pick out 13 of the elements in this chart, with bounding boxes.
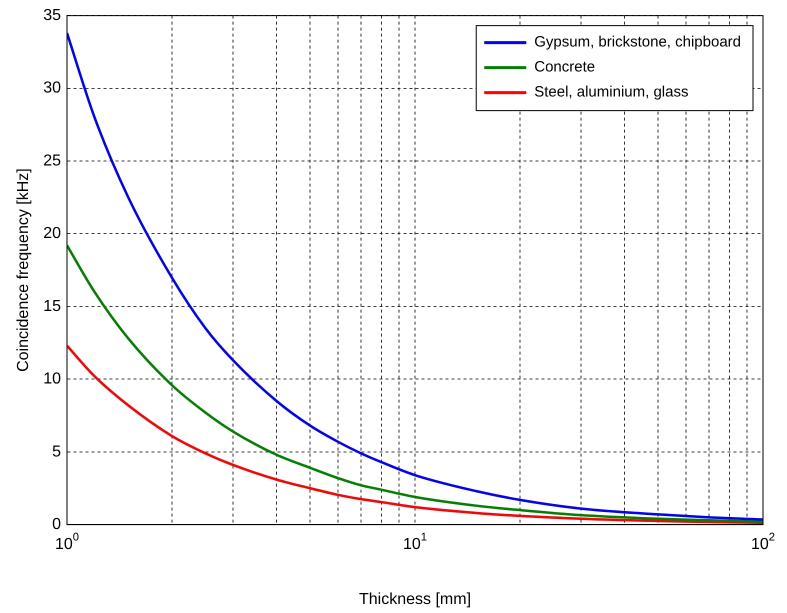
y-axis-title: Coincidence frequency [kHz]: [15, 168, 32, 372]
y-tick-label: 35: [43, 7, 62, 24]
legend-label: Concrete: [534, 58, 596, 76]
y-tick-label: 5: [52, 443, 62, 460]
legend-label: Steel, aluminium, glass: [534, 84, 688, 101]
y-tick-label: 15: [43, 298, 62, 315]
y-tick-label: 0: [52, 516, 62, 534]
legend-label: Gypsum, brickstone, chipboard: [534, 34, 742, 51]
y-tick-label: 10: [43, 370, 62, 388]
x-axis-title: Thickness [mm]: [358, 590, 472, 608]
y-tick-label: 30: [43, 80, 62, 97]
y-tick-label: 20: [43, 225, 62, 242]
y-tick-label: 25: [43, 152, 62, 170]
